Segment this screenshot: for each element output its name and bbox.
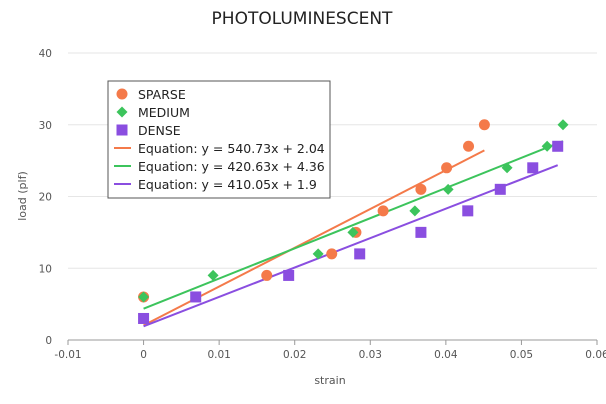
legend-marker-sparse [116, 88, 128, 100]
point-medium [138, 291, 150, 303]
point-medium [557, 119, 569, 131]
point-sparse [463, 140, 475, 152]
legend-label-medium: MEDIUM [138, 105, 190, 120]
x-tick-label: 0.04 [434, 349, 458, 361]
point-dense [283, 269, 295, 281]
y-tick-label: 40 [39, 48, 52, 60]
x-tick-label: -0.01 [54, 349, 81, 361]
y-tick-label: 0 [45, 335, 52, 347]
point-dense [552, 140, 564, 152]
point-medium [541, 140, 553, 152]
x-axis-title: strain [314, 374, 345, 387]
point-sparse [441, 162, 453, 174]
point-medium [409, 205, 421, 217]
point-sparse [377, 205, 389, 217]
x-tick-label: 0.03 [359, 349, 382, 361]
point-dense [415, 226, 427, 238]
x-tick-label: 0.01 [207, 349, 230, 361]
point-dense [494, 183, 506, 195]
y-axis-title: load (plf) [16, 171, 29, 221]
legend-marker-medium [116, 106, 128, 118]
point-dense [138, 312, 150, 324]
legend-box [107, 80, 331, 199]
point-sparse [415, 183, 427, 195]
legend-label-trendline-2: Equation: y = 410.05x + 1.9 [138, 177, 317, 192]
legend-label-trendline-0: Equation: y = 540.73x + 2.04 [138, 141, 325, 156]
point-medium [207, 269, 219, 281]
y-tick-label: 10 [39, 263, 52, 275]
point-dense [462, 205, 474, 217]
x-axis-ticks: -0.01 0 0.01 0.02 0.03 0.04 0.05 0.06 [54, 340, 606, 361]
point-sparse [261, 269, 273, 281]
y-tick-label: 30 [39, 120, 52, 132]
x-tick-label: 0.02 [283, 349, 306, 361]
legend: SPARSE MEDIUM DENSE Equation: y = 540.73x +… [107, 80, 331, 199]
x-tick-label: 0.06 [585, 349, 606, 361]
x-tick-label: 0 [140, 349, 147, 361]
x-tick-label: 0.05 [510, 349, 533, 361]
trendline-1 [143, 140, 564, 310]
legend-label-trendline-1: Equation: y = 420.63x + 4.36 [138, 159, 325, 174]
legend-label-sparse: SPARSE [138, 87, 186, 102]
point-dense [190, 291, 202, 303]
point-sparse [326, 248, 338, 260]
y-axis-ticks: 0 10 20 30 40 [39, 48, 52, 347]
point-sparse [478, 119, 490, 131]
point-medium [442, 183, 454, 195]
point-dense [354, 248, 366, 260]
y-tick-label: 20 [39, 192, 52, 204]
point-medium [312, 248, 324, 260]
data-points [138, 119, 569, 324]
point-medium [347, 226, 359, 238]
legend-marker-dense [116, 124, 128, 136]
trendline-2 [143, 164, 559, 328]
point-medium [501, 162, 513, 174]
chart-title: PHOTOLUMINESCENT [212, 9, 394, 29]
legend-label-dense: DENSE [138, 123, 181, 138]
point-dense [527, 162, 539, 174]
